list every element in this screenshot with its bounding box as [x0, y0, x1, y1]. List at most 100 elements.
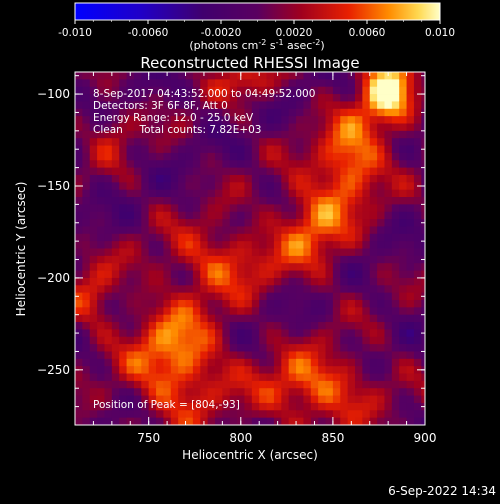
heatmap-cell: [207, 101, 216, 110]
heatmap-cell: [259, 344, 267, 352]
heatmap-cell: [163, 285, 172, 294]
heatmap-cell: [347, 299, 356, 308]
heatmap-cell: [215, 116, 223, 124]
heatmap-cell: [200, 145, 209, 154]
heatmap-cell: [296, 94, 304, 102]
heatmap-cell: [215, 322, 223, 330]
heatmap-cell: [170, 395, 179, 404]
heatmap-cell: [185, 211, 194, 220]
heatmap-cell: [288, 344, 297, 352]
heatmap-cell: [156, 277, 164, 286]
heatmap-cell: [170, 182, 179, 191]
heatmap-cell: [355, 299, 363, 308]
heatmap-cell: [222, 395, 231, 404]
heatmap-cell: [207, 277, 216, 286]
heatmap-cell: [406, 307, 415, 316]
heatmap-cell: [281, 255, 290, 264]
heatmap-cell: [200, 152, 209, 161]
heatmap-cell: [325, 314, 334, 323]
heatmap-cell: [237, 344, 245, 352]
heatmap-cell: [163, 292, 172, 301]
heatmap-cell: [399, 72, 407, 80]
heatmap-cell: [215, 94, 223, 102]
heatmap-cell: [192, 270, 201, 279]
heatmap-cell: [75, 241, 83, 249]
heatmap-cell: [207, 299, 216, 308]
heatmap-cell: [133, 86, 142, 95]
heatmap-cell: [355, 329, 363, 338]
heatmap-cell: [156, 197, 164, 205]
heatmap-cell: [200, 138, 209, 146]
heatmap-cell: [325, 204, 334, 213]
heatmap-cell: [141, 123, 150, 132]
annotation-energy: Energy Range: 12.0 - 25.0 keV: [93, 112, 254, 124]
heatmap-cell: [215, 211, 223, 220]
heatmap-cell: [229, 189, 238, 198]
heatmap-cell: [75, 138, 83, 146]
heatmap-cell: [222, 248, 231, 257]
heatmap-cell: [288, 358, 297, 367]
heatmap-cell: [178, 373, 186, 382]
heatmap-cell: [406, 417, 415, 425]
heatmap-cell: [296, 344, 304, 352]
heatmap-cell: [119, 366, 127, 374]
heatmap-cell: [192, 211, 201, 220]
heatmap-cell: [215, 86, 223, 95]
heatmap-cell: [377, 336, 385, 345]
heatmap-cell: [355, 314, 363, 323]
heatmap-cell: [281, 182, 290, 191]
heatmap-cell: [362, 116, 371, 124]
heatmap-cell: [200, 277, 209, 286]
heatmap-cell: [229, 204, 238, 213]
heatmap-cell: [391, 130, 400, 139]
heatmap-cell: [111, 160, 120, 168]
heatmap-cell: [281, 233, 290, 242]
heatmap-cell: [156, 292, 164, 301]
heatmap-cell: [332, 307, 341, 316]
heatmap-cell: [163, 248, 172, 257]
heatmap-cell: [369, 263, 378, 271]
heatmap-cell: [207, 79, 216, 88]
heatmap-cell: [369, 417, 378, 425]
heatmap-cell: [355, 402, 363, 411]
heatmap-cell: [362, 167, 371, 176]
heatmap-cell: [119, 219, 127, 227]
heatmap-cell: [237, 388, 245, 396]
heatmap-cell: [185, 86, 194, 95]
heatmap-cell: [318, 277, 326, 286]
heatmap-cell: [104, 358, 113, 367]
heatmap-cell: [406, 86, 415, 95]
heatmap-cell: [391, 72, 400, 80]
heatmap-cell: [281, 336, 290, 345]
heatmap-cell: [229, 219, 238, 227]
heatmap-cell: [111, 241, 120, 249]
heatmap-cell: [215, 373, 223, 382]
heatmap-cell: [170, 211, 179, 220]
heatmap-cell: [355, 226, 363, 235]
heatmap-cell: [303, 322, 312, 330]
heatmap-cell: [332, 380, 341, 389]
heatmap-cell: [104, 322, 113, 330]
heatmap-cell: [384, 366, 393, 374]
heatmap-cell: [251, 402, 260, 411]
heatmap-cell: [310, 167, 319, 176]
heatmap-cell: [303, 189, 312, 198]
heatmap-cell: [288, 204, 297, 213]
heatmap-cell: [399, 336, 407, 345]
heatmap-cell: [310, 226, 319, 235]
heatmap-cell: [170, 72, 179, 80]
heatmap-cell: [406, 366, 415, 374]
heatmap-cell: [266, 351, 275, 360]
heatmap-cell: [111, 248, 120, 257]
heatmap-cell: [413, 123, 422, 132]
heatmap-cell: [163, 388, 172, 396]
heatmap-cell: [310, 351, 319, 360]
heatmap-cell: [318, 322, 326, 330]
heatmap-cell: [369, 402, 378, 411]
heatmap-cell: [126, 255, 135, 264]
heatmap-cell: [148, 285, 157, 294]
heatmap-cell: [200, 366, 209, 374]
heatmap-cell: [148, 417, 157, 425]
heatmap-cell: [369, 277, 378, 286]
heatmap-cell: [215, 410, 223, 419]
